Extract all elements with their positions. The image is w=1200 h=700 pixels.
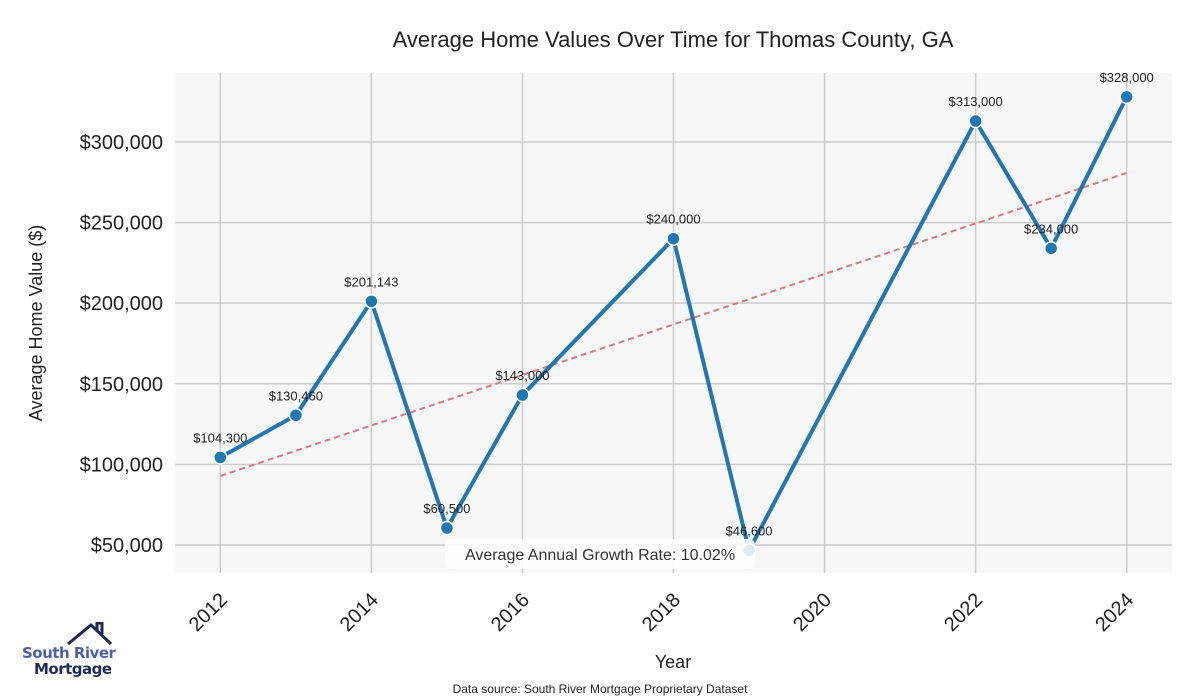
data-point <box>1043 241 1059 256</box>
y-tick-label: $50,000 <box>91 535 163 557</box>
data-label: $130,460 <box>269 388 323 403</box>
annotation-box <box>445 539 755 569</box>
data-point <box>213 450 228 465</box>
logo-line2: Mortgage <box>34 660 112 678</box>
data-label: $143,000 <box>495 368 549 383</box>
y-tick-label: $200,000 <box>80 293 163 315</box>
x-tick-label: 2022 <box>940 589 987 636</box>
footnote: Data source: South River Mortgage Propri… <box>453 682 748 696</box>
data-point <box>666 231 681 246</box>
x-tick-label: 2012 <box>185 589 232 636</box>
data-point <box>439 520 455 536</box>
y-tick-label: $300,000 <box>80 132 163 154</box>
data-point <box>968 113 983 129</box>
house-roof-icon <box>67 622 113 646</box>
x-tick-label: 2016 <box>487 589 534 636</box>
series-line <box>219 95 1129 553</box>
data-label: $328,000 <box>1100 70 1154 85</box>
data-label: $104,300 <box>193 430 247 445</box>
growth-rate-annotation: Average Annual Growth Rate: 10.02% <box>465 547 735 564</box>
x-axis-label: Year <box>655 652 691 672</box>
data-label: $240,000 <box>646 212 700 227</box>
data-label: $46,600 <box>726 523 773 538</box>
south-river-mortgage-logo: South River Mortgage <box>22 622 117 682</box>
data-label: $201,143 <box>344 274 398 289</box>
x-tick-label: 2018 <box>638 589 685 636</box>
data-label: $60,500 <box>423 501 470 516</box>
x-tick-label: 2020 <box>789 589 836 636</box>
data-point <box>288 408 304 423</box>
data-point <box>515 387 530 403</box>
logo-line1: South River <box>22 644 116 662</box>
y-axis-label: Average Home Value ($) <box>26 225 46 421</box>
data-label: $234,000 <box>1024 221 1078 236</box>
data-point <box>364 294 379 309</box>
x-tick-label: 2024 <box>1091 589 1138 636</box>
data-label: $313,000 <box>949 94 1003 109</box>
y-tick-label: $250,000 <box>80 213 163 235</box>
x-tick-label: 2014 <box>336 589 383 636</box>
y-tick-label: $150,000 <box>80 374 163 396</box>
chart-title: Average Home Values Over Time for Thomas… <box>393 27 954 52</box>
data-point <box>1119 89 1134 105</box>
y-tick-label: $100,000 <box>80 454 163 476</box>
